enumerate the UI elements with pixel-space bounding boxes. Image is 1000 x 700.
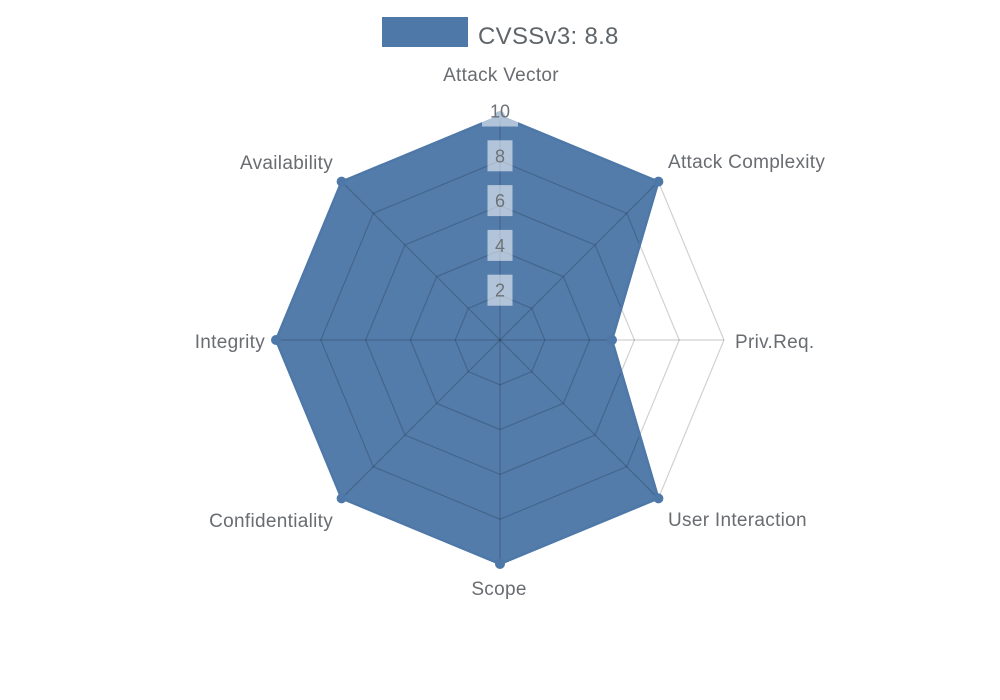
tick-label-10: 10 bbox=[490, 102, 510, 122]
vertex-dot-3 bbox=[653, 493, 664, 504]
grid-ring-2 bbox=[454, 294, 546, 386]
grid-spoke-7 bbox=[341, 181, 501, 341]
tick-box-8 bbox=[487, 140, 513, 172]
legend-label: CVSSv3: 8.8 bbox=[478, 23, 619, 50]
grid-spoke-3 bbox=[499, 339, 659, 499]
vertex-dot-7 bbox=[336, 176, 347, 187]
tick-label-4: 4 bbox=[495, 236, 505, 256]
series-polygon bbox=[276, 116, 659, 564]
grid-ring-8 bbox=[320, 160, 680, 520]
radar-series-area bbox=[276, 116, 659, 564]
grid-ring-4 bbox=[409, 249, 591, 431]
vertex-dot-5 bbox=[336, 493, 347, 504]
axis-label-confidentiality: Confidentiality bbox=[209, 511, 333, 532]
axis-label-priv-req: Priv.Req. bbox=[735, 332, 814, 353]
axis-label-attack-complexity: Attack Complexity bbox=[668, 152, 825, 173]
legend[interactable]: CVSSv3: 8.8 bbox=[382, 17, 619, 50]
vertex-dot-4 bbox=[495, 559, 505, 569]
tick-label-2: 2 bbox=[495, 281, 505, 301]
tick-label-8: 8 bbox=[495, 146, 505, 166]
tick-box-4 bbox=[487, 229, 513, 261]
radial-tick-labels: 2 4 6 8 10 bbox=[482, 95, 518, 306]
vertex-dot-6 bbox=[271, 335, 281, 345]
axis-label-scope: Scope bbox=[471, 579, 526, 600]
vertex-dot-2 bbox=[607, 335, 617, 345]
grid-spoke-1 bbox=[499, 181, 659, 341]
axis-label-attack-vector: Attack Vector bbox=[443, 65, 559, 86]
vertex-dot-1 bbox=[653, 176, 664, 187]
grid-ring-6 bbox=[364, 204, 636, 476]
axis-label-availability: Availability bbox=[240, 153, 333, 174]
tick-box-2 bbox=[487, 274, 513, 306]
axis-label-user-interaction: User Interaction bbox=[668, 510, 807, 531]
tick-box-10 bbox=[482, 95, 518, 127]
axis-labels: Attack Vector Attack Complexity Priv.Req… bbox=[195, 65, 825, 600]
axis-label-integrity: Integrity bbox=[195, 332, 265, 353]
tick-label-6: 6 bbox=[495, 191, 505, 211]
tick-box-6 bbox=[487, 185, 513, 217]
grid-spoke-5 bbox=[341, 339, 501, 499]
legend-color-swatch bbox=[382, 17, 468, 47]
